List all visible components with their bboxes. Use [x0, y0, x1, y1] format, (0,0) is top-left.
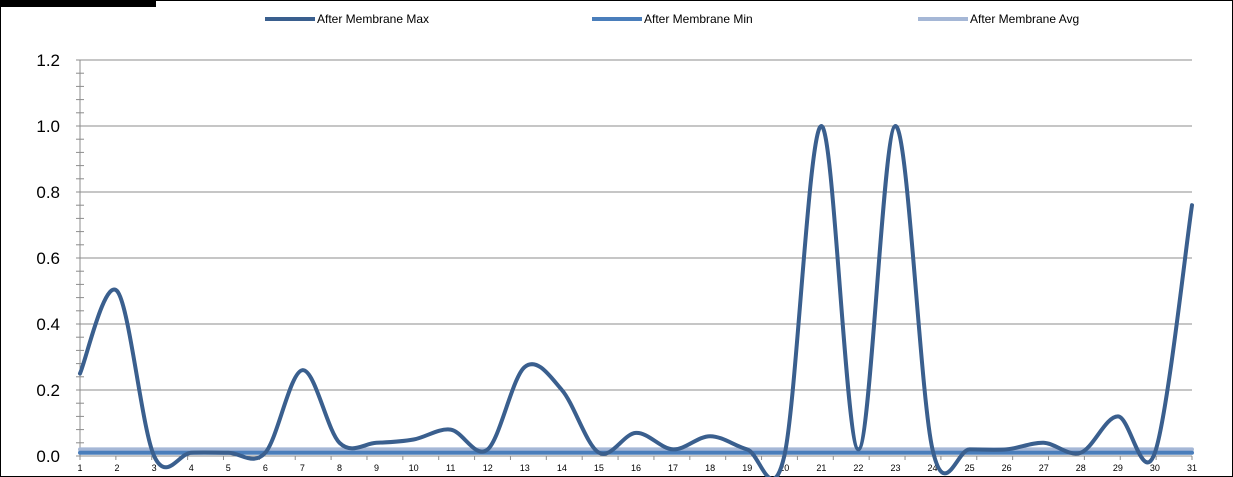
x-tick-label: 15 [594, 463, 604, 473]
x-tick-label: 18 [705, 463, 715, 473]
y-tick-label: 1.2 [36, 51, 60, 70]
x-tick-label: 24 [928, 463, 938, 473]
x-tick-label: 23 [890, 463, 900, 473]
x-tick-label: 7 [300, 463, 305, 473]
y-tick-label: 0.2 [36, 381, 60, 400]
x-tick-label: 21 [816, 463, 826, 473]
header-bar [0, 0, 156, 7]
x-tick-label: 1 [77, 463, 82, 473]
y-tick-label: 0.0 [36, 447, 60, 466]
x-tick-label: 20 [779, 463, 789, 473]
x-tick-label: 19 [742, 463, 752, 473]
y-tick-label: 1.0 [36, 117, 60, 136]
x-tick-label: 30 [1150, 463, 1160, 473]
x-tick-label: 26 [1002, 463, 1012, 473]
x-tick-label: 11 [446, 463, 455, 473]
x-tick-label: 12 [483, 463, 493, 473]
legend-label-2: After Membrane Min [644, 12, 753, 26]
x-tick-label: 3 [152, 463, 157, 473]
x-tick-label: 9 [374, 463, 379, 473]
y-tick-label: 0.6 [36, 249, 60, 268]
x-tick-label: 17 [668, 463, 678, 473]
x-tick-label: 16 [631, 463, 641, 473]
x-tick-label: 4 [189, 463, 194, 473]
x-tick-label: 13 [520, 463, 530, 473]
y-tick-label: 0.4 [36, 315, 60, 334]
x-tick-label: 8 [337, 463, 342, 473]
x-tick-label: 2 [115, 463, 120, 473]
x-tick-label: 14 [557, 463, 567, 473]
legend-label-1: After Membrane Max [317, 12, 429, 26]
x-tick-label: 28 [1076, 463, 1086, 473]
x-tick-label: 29 [1113, 463, 1123, 473]
x-tick-label: 27 [1039, 463, 1049, 473]
x-tick-label: 5 [226, 463, 231, 473]
x-tick-label: 6 [263, 463, 268, 473]
x-tick-label: 25 [965, 463, 975, 473]
x-tick-label: 22 [853, 463, 863, 473]
y-tick-label: 0.8 [36, 183, 60, 202]
legend-label-3: After Membrane Avg [970, 12, 1079, 26]
series-line-1 [78, 123, 1194, 477]
x-tick-label: 31 [1187, 463, 1197, 473]
x-tick-label: 10 [409, 463, 419, 473]
